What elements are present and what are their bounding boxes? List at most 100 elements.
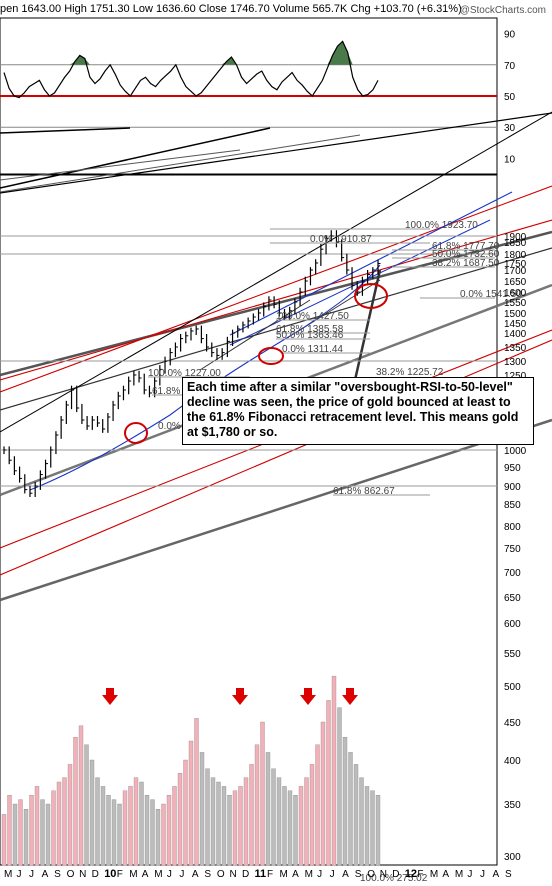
volume-bar: [45, 803, 51, 866]
volume-bar: [293, 795, 298, 866]
volume-bar: [166, 795, 172, 866]
volume-bar: [210, 777, 216, 866]
volume-bar: [359, 777, 364, 866]
volume-bar: [331, 675, 337, 866]
x-tick-D: D: [242, 869, 249, 880]
volume-bar: [364, 786, 370, 866]
price-tick-1450: 1450: [504, 319, 527, 330]
price-tick-1500: 1500: [504, 309, 527, 320]
price-tick-800: 800: [504, 522, 521, 533]
volume-bar: [161, 803, 166, 866]
x-tick-M: M: [305, 869, 313, 880]
rsi-trend-line: [0, 127, 131, 134]
volume-bar: [155, 809, 161, 866]
volume-bar: [100, 786, 106, 866]
volume-bar: [375, 795, 381, 866]
volume-bar: [232, 790, 238, 866]
volume-bar: [254, 744, 260, 866]
price-tick-650: 650: [504, 593, 521, 604]
volume-bar: [271, 768, 276, 866]
volume-bar: [309, 764, 315, 866]
x-tick-10: 10: [104, 868, 116, 880]
x-tick-11: 11: [255, 868, 267, 880]
trend-line: [0, 247, 552, 411]
fib-label: 100.0% 1227.00: [148, 368, 221, 379]
x-tick-A: A: [192, 869, 199, 880]
volume-bar: [84, 744, 89, 866]
trend-line: [0, 112, 552, 194]
volume-bar: [128, 786, 133, 866]
fib-label: 61.8% 862.67: [333, 486, 395, 497]
price-tick-700: 700: [504, 568, 521, 579]
volume-bar: [172, 786, 177, 866]
volume-bar: [260, 721, 265, 866]
trend-line: [0, 230, 552, 377]
x-tick-J: J: [480, 869, 485, 880]
rsi-line: [3, 40, 379, 99]
volume-bar: [353, 764, 359, 866]
volume-bar: [89, 759, 95, 866]
price-tick-1550: 1550: [504, 298, 527, 309]
volume-bar: [29, 795, 34, 866]
x-tick-O: O: [367, 869, 375, 880]
volume-bar: [183, 759, 188, 866]
x-tick-J: J: [317, 869, 322, 880]
fib-label: 100.0% 1923.70: [405, 220, 478, 231]
trend-line: [199, 299, 311, 371]
fib-label: 0.0% 1910.87: [310, 234, 372, 245]
price-tick-950: 950: [504, 463, 521, 474]
x-tick-M: M: [154, 869, 162, 880]
fib-label: 61.8% 1777.70: [432, 241, 500, 252]
rsi-tick-50: 50: [504, 92, 516, 103]
fib-label: 100.0% 275.02: [360, 873, 428, 884]
x-tick-O: O: [217, 869, 225, 880]
volume-bar: [370, 790, 375, 866]
price-tick-600: 600: [504, 619, 521, 630]
volume-bar: [18, 799, 23, 866]
rsi-trend-line: [0, 134, 361, 193]
volume-bar: [7, 795, 12, 866]
volume-bar: [227, 795, 232, 866]
volume-bar: [62, 777, 67, 866]
highlight-circle: [354, 283, 388, 309]
volume-bar: [265, 752, 271, 866]
x-tick-J: J: [17, 869, 22, 880]
price-tick-1000: 1000: [504, 446, 527, 457]
price-tick-550: 550: [504, 649, 521, 660]
x-tick-D: D: [92, 869, 99, 880]
volume-bar: [12, 803, 18, 866]
volume-bar: [188, 740, 194, 866]
price-tick-1350: 1350: [504, 343, 527, 354]
x-tick-S: S: [355, 869, 362, 880]
x-tick-F: F: [417, 869, 423, 880]
volume-bar: [238, 786, 243, 866]
x-tick-N: N: [79, 869, 86, 880]
volume-bar: [304, 777, 309, 866]
price-tick-400: 400: [504, 756, 521, 767]
volume-bar: [276, 777, 282, 866]
red-down-arrow: [342, 688, 358, 705]
volume-bar: [106, 795, 111, 866]
volume-bar: [95, 777, 100, 866]
price-tick-1300: 1300: [504, 357, 527, 368]
volume-bar: [320, 721, 326, 866]
volume-bar: [139, 781, 144, 866]
volume-bar: [326, 700, 331, 866]
price-tick-750: 750: [504, 544, 521, 555]
price-tick-1400: 1400: [504, 329, 527, 340]
volume-bar: [133, 777, 139, 866]
volume-bar: [144, 795, 150, 866]
red-down-arrow: [102, 688, 118, 705]
fib-label: 61.8% 1385.58: [276, 324, 344, 335]
volume-bar: [111, 799, 117, 866]
price-tick-1750: 1750: [504, 259, 527, 270]
price-tick-450: 450: [504, 718, 521, 729]
volume-bar: [73, 737, 78, 866]
fib-label: 38.2% 1687.50: [432, 258, 500, 269]
volume-bar: [337, 707, 342, 866]
volume-bar: [194, 718, 199, 866]
volume-bar: [23, 809, 29, 866]
volume-bar: [282, 786, 287, 866]
x-tick-N: N: [380, 869, 387, 880]
x-tick-A: A: [292, 869, 299, 880]
